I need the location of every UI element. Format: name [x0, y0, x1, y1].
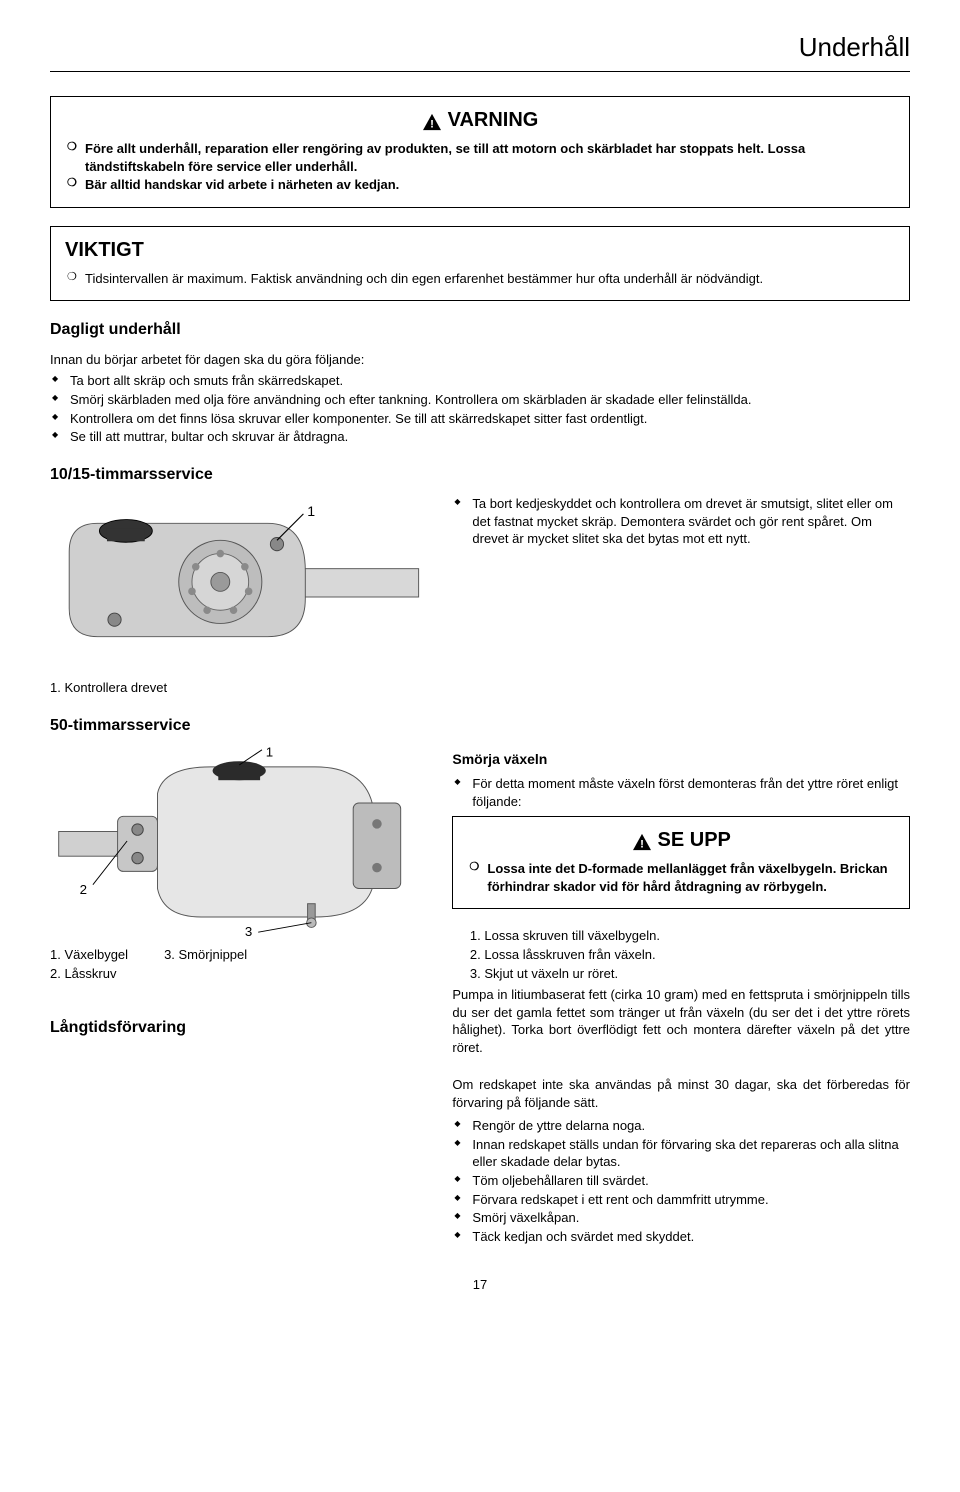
- service-50-heading: 50-timmarsservice: [50, 715, 910, 737]
- figure50-label-1: 1: [266, 746, 273, 759]
- storage-item: Rengör de yttre delarna noga.: [454, 1117, 910, 1135]
- service-1015-row: 1 Ta bort kedjeskyddet och kontrollera o…: [50, 495, 910, 671]
- seupp-title-row: ! SE UPP: [467, 827, 895, 854]
- smorja-item: För detta moment måste växeln först demo…: [454, 775, 910, 810]
- svg-text:!: !: [640, 839, 644, 851]
- important-item: Tidsintervallen är maximum. Faktisk anvä…: [67, 270, 895, 288]
- storage-item: Täck kedjan och svärdet med skyddet.: [454, 1228, 910, 1246]
- sprocket-illustration: 1: [50, 495, 428, 665]
- warning-list: Före allt underhåll, reparation eller re…: [65, 140, 895, 194]
- figure50-legend: 1. Växelbygel 2. Låsskruv 3. Smörjnippel: [50, 946, 428, 982]
- legend-item: 2. Låsskruv: [50, 965, 128, 983]
- header-rule: [50, 71, 910, 72]
- important-box: VIKTIGT Tidsintervallen är maximum. Fakt…: [50, 226, 910, 302]
- figure-label-1: 1: [307, 504, 315, 520]
- daily-maintenance-heading: Dagligt underhåll: [50, 319, 910, 341]
- step-item: Lossa skruven till växelbygeln.: [484, 927, 910, 945]
- daily-list: Ta bort allt skräp och smuts från skärre…: [50, 372, 910, 445]
- legend-right: 3. Smörjnippel: [164, 946, 247, 982]
- spacer: [452, 1056, 910, 1076]
- warning-item: Bär alltid handskar vid arbete i närhete…: [67, 176, 895, 194]
- warning-triangle-icon: !: [632, 832, 652, 850]
- sprocket-figure: 1: [50, 495, 428, 665]
- legend-item: 1. Växelbygel: [50, 946, 128, 964]
- warning-title-row: ! VARNING: [65, 107, 895, 134]
- page-title: Underhåll: [50, 30, 910, 65]
- step-item: Lossa låsskruven från växeln.: [484, 946, 910, 964]
- seupp-list: Lossa inte det D-formade mellanlägget fr…: [467, 860, 895, 895]
- warning-title: VARNING: [448, 107, 539, 134]
- daily-intro: Innan du börjar arbetet för dagen ska du…: [50, 351, 910, 369]
- warning-triangle-icon: !: [422, 112, 442, 130]
- service-1015-text-col: Ta bort kedjeskyddet och kontrollera om …: [452, 495, 910, 549]
- storage-heading: Långtidsförvaring: [50, 1017, 428, 1039]
- svg-text:!: !: [430, 118, 434, 130]
- important-list: Tidsintervallen är maximum. Faktisk anvä…: [65, 270, 895, 288]
- storage-item: Innan redskapet ställs undan för förvari…: [454, 1136, 910, 1171]
- daily-item: Smörj skärbladen med olja före användnin…: [52, 391, 910, 409]
- gearbox-figure: 1 2 3: [50, 746, 428, 936]
- daily-item: Ta bort allt skräp och smuts från skärre…: [52, 372, 910, 390]
- storage-intro: Om redskapet inte ska användas på minst …: [452, 1076, 910, 1111]
- legend-item: 3. Smörjnippel: [164, 946, 247, 964]
- sprocket-caption: 1. Kontrollera drevet: [50, 679, 910, 697]
- service-50-right: Smörja växeln För detta moment måste väx…: [452, 746, 910, 1246]
- page-number: 17: [50, 1276, 910, 1294]
- service-1015-heading: 10/15-timmarsservice: [50, 464, 910, 486]
- smorja-heading: Smörja växeln: [452, 750, 910, 769]
- seupp-item: Lossa inte det D-formade mellanlägget fr…: [469, 860, 895, 895]
- figure50-label-2: 2: [80, 883, 87, 898]
- service-50-row: 1 2 3 1. Växelbygel 2. Låsskruv 3. Smörj…: [50, 746, 910, 1246]
- storage-item: Smörj växelkåpan.: [454, 1209, 910, 1227]
- important-title: VIKTIGT: [65, 237, 895, 264]
- service-50-left: 1 2 3 1. Växelbygel 2. Låsskruv 3. Smörj…: [50, 746, 428, 1048]
- daily-item: Se till att muttrar, bultar och skruvar …: [52, 428, 910, 446]
- smorja-list: För detta moment måste växeln först demo…: [452, 775, 910, 810]
- storage-list: Rengör de yttre delarna noga. Innan reds…: [452, 1117, 910, 1245]
- warning-box: ! VARNING Före allt underhåll, reparatio…: [50, 96, 910, 208]
- warning-item: Före allt underhåll, reparation eller re…: [67, 140, 895, 175]
- daily-item: Kontrollera om det finns lösa skruvar el…: [52, 410, 910, 428]
- service-1015-figure-col: 1: [50, 495, 428, 671]
- storage-item: Töm oljebehållaren till svärdet.: [454, 1172, 910, 1190]
- seupp-title: SE UPP: [658, 827, 731, 854]
- steps-list: Lossa skruven till växelbygeln. Lossa lå…: [452, 927, 910, 982]
- legend-left: 1. Växelbygel 2. Låsskruv: [50, 946, 128, 982]
- seupp-box: ! SE UPP Lossa inte det D-formade mellan…: [452, 816, 910, 909]
- service-1015-list: Ta bort kedjeskyddet och kontrollera om …: [452, 495, 910, 548]
- gearbox-illustration: 1 2 3: [50, 746, 428, 936]
- followup-text: Pumpa in litiumbaserat fett (cirka 10 gr…: [452, 986, 910, 1056]
- figure50-label-3: 3: [245, 924, 252, 936]
- service-1015-item: Ta bort kedjeskyddet och kontrollera om …: [454, 495, 910, 548]
- storage-item: Förvara redskapet i ett rent och dammfri…: [454, 1191, 910, 1209]
- step-item: Skjut ut växeln ur röret.: [484, 965, 910, 983]
